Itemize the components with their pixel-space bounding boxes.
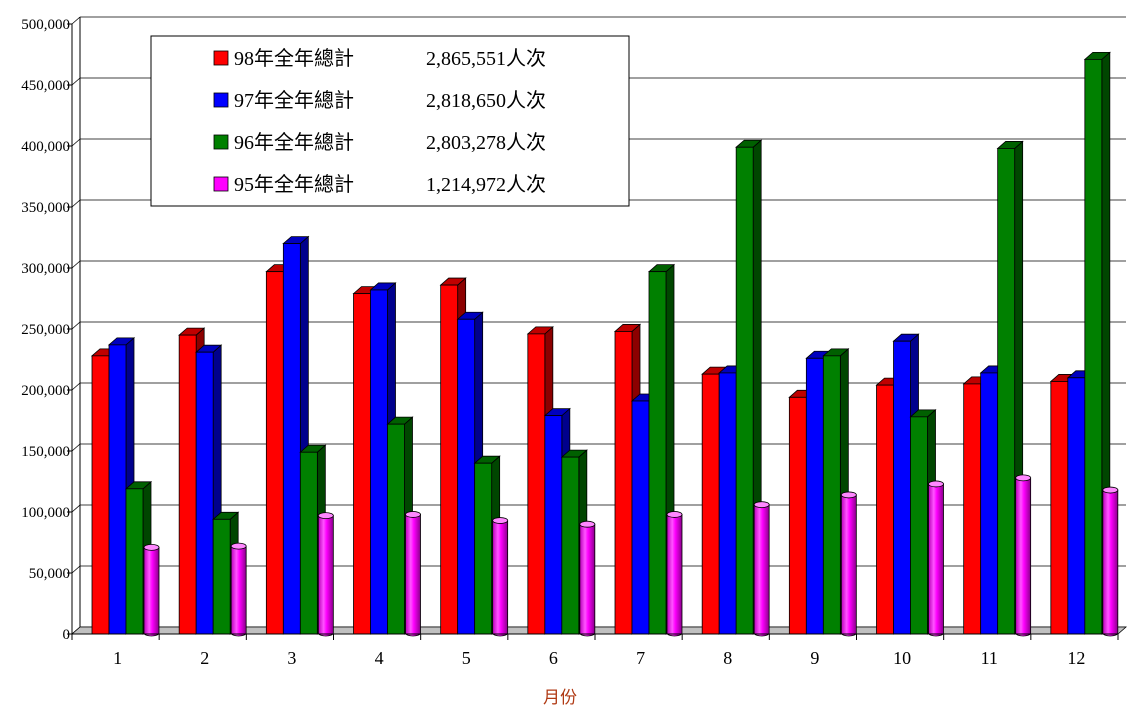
legend-swatch [213, 176, 229, 192]
bar-series-4-5 [492, 520, 509, 637]
legend-swatch [213, 134, 229, 150]
y-tick-label: 200,000 [21, 383, 70, 399]
bar-series-4-1 [143, 546, 160, 637]
bar-series-4-8 [753, 504, 770, 637]
x-tick-label: 1 [113, 648, 122, 668]
bar-series-4-9 [840, 494, 857, 637]
legend-swatch [213, 50, 229, 66]
legend-box [150, 35, 630, 207]
gridline-depth [71, 565, 81, 574]
y-tick-label: 100,000 [21, 505, 70, 521]
y-tick-label: 450,000 [21, 78, 70, 94]
bar-cap [405, 511, 421, 518]
y-tick-label: 400,000 [21, 139, 70, 155]
x-tick-label: 5 [462, 648, 471, 668]
x-tick-label: 6 [549, 648, 558, 668]
gridline-depth [71, 504, 81, 513]
x-axis-ticks: 1 2 3 4 5 6 7 8 9 10 11 12 [71, 634, 1119, 668]
y-axis-ticks: 0 50,000 100,000 150,000 200,000 250,000 300,0… [21, 17, 72, 643]
x-tick-label: 2 [200, 648, 209, 668]
bar-cap [492, 517, 509, 524]
gridline-depth [71, 16, 81, 25]
y-tick-label: 0 [63, 627, 71, 643]
bar-cap [579, 520, 596, 528]
legend-series-total: 2,803,278人次 [426, 131, 546, 154]
y-tick-label: 300,000 [21, 261, 70, 277]
x-tick-label: 7 [636, 648, 645, 668]
legend-swatch [213, 92, 229, 108]
bar-series-3-7 [647, 263, 676, 635]
y-tick-label: 500,000 [21, 17, 70, 33]
gridline-depth [71, 321, 81, 330]
bar-series-4-11 [1015, 477, 1032, 637]
bar-cap [666, 511, 683, 518]
x-tick-label: 8 [723, 648, 732, 668]
bar-series-4-6 [579, 523, 596, 637]
bar-cap [230, 542, 247, 550]
legend-series-name: 97年全年總計 [234, 89, 354, 112]
legend-series-name: 96年全年總計 [234, 131, 354, 154]
bar-series-4-10 [928, 483, 944, 637]
x-tick-label: 4 [375, 648, 384, 668]
y-tick-label: 250,000 [21, 322, 70, 338]
bar-cap [753, 501, 770, 509]
y-tick-label: 150,000 [21, 444, 70, 460]
bar-cap [1015, 474, 1032, 482]
bar-cap [1102, 486, 1119, 494]
gridline-depth [71, 199, 81, 208]
legend: 98年全年總計 2,865,551人次 97年全年總計 2,818,650人次 96年全… [150, 35, 630, 207]
legend-series-total: 2,818,650人次 [426, 89, 546, 112]
legend-series-name: 98年全年總計 [234, 47, 354, 70]
y-tick-label: 50,000 [29, 566, 70, 582]
bar-series-4-2 [230, 545, 247, 637]
x-axis-title: 月份 [543, 688, 577, 708]
legend-series-name: 95年全年總計 [234, 173, 354, 196]
bar-cap [840, 491, 857, 499]
bar-series-4-3 [317, 515, 334, 637]
gridline-depth [71, 382, 81, 391]
x-tick-label: 9 [810, 648, 819, 668]
bar-cap [143, 543, 160, 551]
gridline-depth [71, 260, 81, 269]
gridline-depth [71, 77, 81, 86]
y-tick-label: 350,000 [21, 200, 70, 216]
bar-cap [317, 512, 334, 520]
x-tick-label: 11 [981, 648, 998, 668]
bar-cap [928, 480, 944, 488]
x-tick-label: 10 [893, 648, 911, 668]
x-tick-label: 12 [1067, 648, 1085, 668]
legend-series-total: 2,865,551人次 [426, 47, 546, 70]
bar-series-4-12 [1102, 489, 1119, 637]
gridline-depth [71, 138, 81, 147]
bar-series-4-4 [405, 514, 421, 637]
bars [90, 51, 1119, 637]
x-tick-label: 3 [287, 648, 296, 668]
gridline-depth [71, 443, 81, 452]
bar-series-4-7 [666, 514, 683, 637]
legend-series-total: 1,214,972人次 [426, 173, 546, 196]
